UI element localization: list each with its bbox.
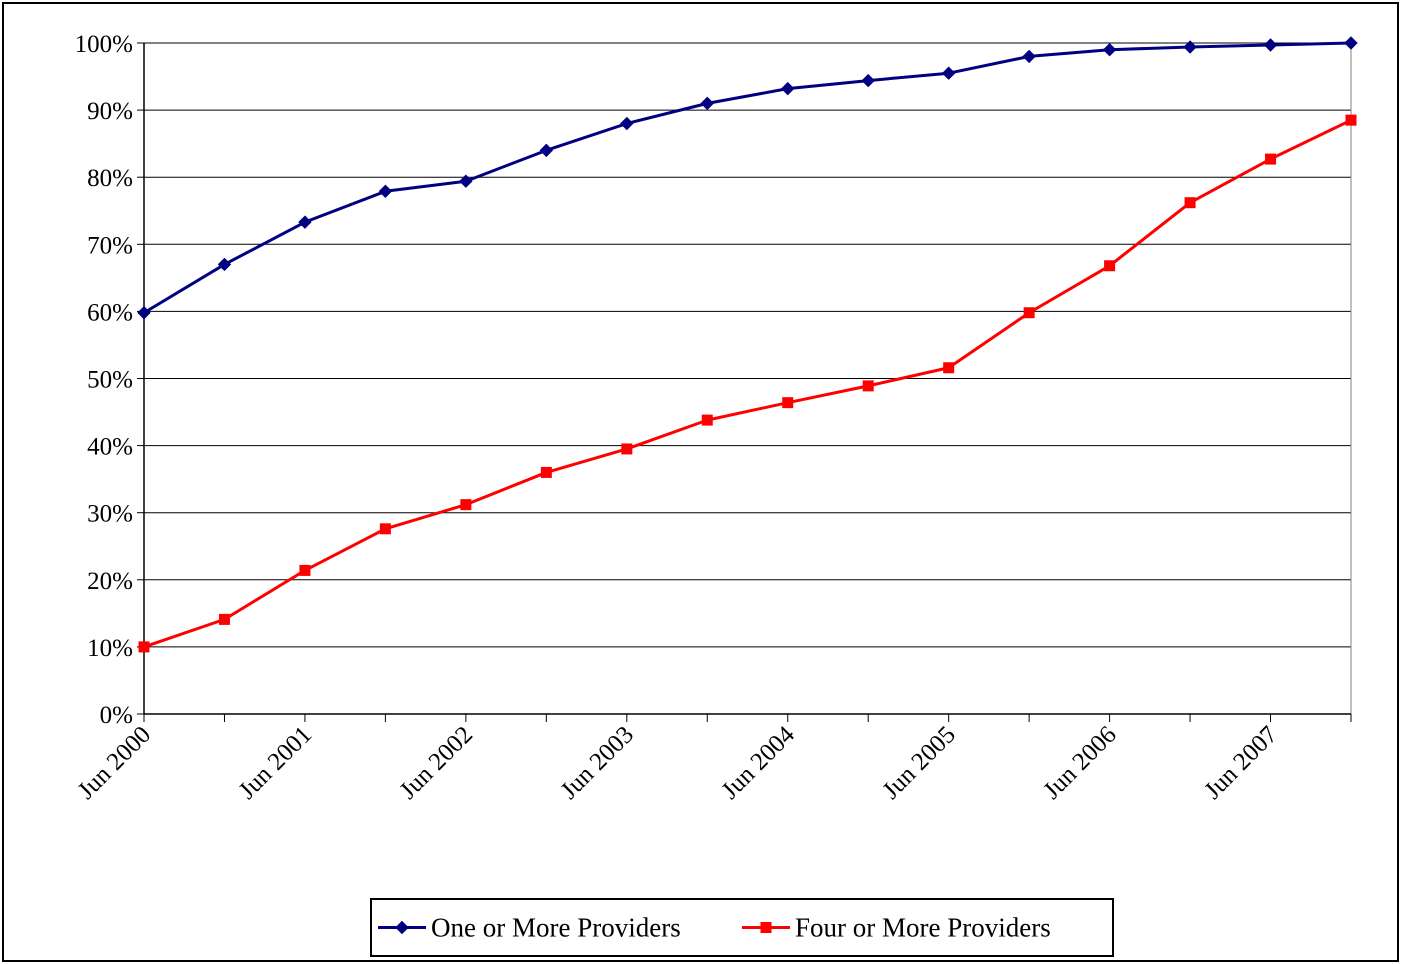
legend-label: Four or More Providers bbox=[795, 913, 1051, 943]
legend-entry: One or More Providers bbox=[378, 913, 681, 943]
data-point bbox=[1104, 260, 1116, 272]
x-tick-label: Jun 2001 bbox=[234, 721, 317, 804]
data-point bbox=[299, 564, 311, 576]
series-group bbox=[137, 36, 1358, 320]
data-point bbox=[379, 523, 391, 535]
axes bbox=[137, 42, 1352, 722]
series-line bbox=[143, 118, 1352, 649]
data-point bbox=[781, 81, 795, 96]
x-tick-label: Jun 2004 bbox=[717, 721, 801, 805]
data-point bbox=[138, 641, 150, 653]
data-point bbox=[620, 116, 634, 131]
x-tick-label: Jun 2007 bbox=[1199, 721, 1282, 804]
x-tick-label: Jun 2005 bbox=[877, 721, 960, 804]
data-point bbox=[700, 96, 714, 111]
x-tick-label: Jun 2006 bbox=[1038, 721, 1121, 804]
series-line bbox=[143, 41, 1352, 315]
y-tick-label: 100% bbox=[75, 31, 133, 58]
y-tick-label: 30% bbox=[87, 501, 133, 528]
y-tick-label: 50% bbox=[87, 367, 133, 394]
data-point bbox=[298, 215, 312, 229]
y-tick-label: 20% bbox=[87, 568, 133, 595]
x-tick-label: Jun 2002 bbox=[395, 721, 478, 804]
data-point bbox=[1183, 40, 1197, 54]
y-axis-tick-labels: 0% 10% 20% 30% 40% 50% 60% 70% 80% 90% 100% bbox=[75, 31, 133, 729]
data-point bbox=[621, 443, 633, 455]
y-tick-label: 90% bbox=[87, 98, 133, 125]
data-point bbox=[782, 397, 794, 409]
gridlines bbox=[144, 42, 1351, 648]
legend-entry: Four or More Providers bbox=[742, 913, 1051, 943]
y-tick-label: 10% bbox=[87, 635, 133, 662]
data-point bbox=[861, 73, 875, 88]
data-point bbox=[1263, 38, 1278, 52]
y-tick-label: 80% bbox=[87, 165, 133, 192]
data-point bbox=[1345, 114, 1357, 126]
data-point bbox=[943, 362, 955, 374]
data-point bbox=[395, 920, 409, 935]
data-point bbox=[217, 257, 232, 272]
y-tick-label: 60% bbox=[87, 299, 133, 326]
y-tick-label: 0% bbox=[100, 702, 133, 729]
data-point bbox=[1344, 36, 1358, 50]
x-tick-label: Jun 2000 bbox=[73, 721, 156, 804]
legend: One or More Providers Four or More Provid… bbox=[370, 898, 1114, 957]
legend-label: One or More Providers bbox=[431, 913, 681, 943]
data-point bbox=[540, 466, 552, 478]
data-point bbox=[1265, 153, 1277, 165]
data-point bbox=[941, 66, 956, 80]
y-tick-label: 40% bbox=[87, 434, 133, 461]
y-tick-label: 70% bbox=[87, 232, 133, 259]
data-point bbox=[459, 174, 473, 188]
data-point bbox=[539, 143, 554, 158]
data-point bbox=[1022, 49, 1036, 64]
data-point bbox=[460, 499, 472, 511]
data-point bbox=[1023, 307, 1035, 319]
data-point bbox=[862, 380, 874, 392]
data-point bbox=[218, 613, 230, 625]
x-axis-tick-labels: Jun 2000 Jun 2001 Jun 2002 Jun 2003 Jun 2004… bbox=[73, 721, 1283, 805]
data-point bbox=[701, 414, 713, 426]
x-tick-label: Jun 2003 bbox=[556, 721, 639, 804]
series-group bbox=[138, 114, 1357, 653]
data-point bbox=[137, 306, 151, 320]
data-point bbox=[1184, 197, 1196, 209]
data-point bbox=[1102, 43, 1117, 57]
data-point bbox=[378, 184, 393, 198]
data-point bbox=[760, 922, 772, 933]
series-lines bbox=[137, 36, 1358, 653]
